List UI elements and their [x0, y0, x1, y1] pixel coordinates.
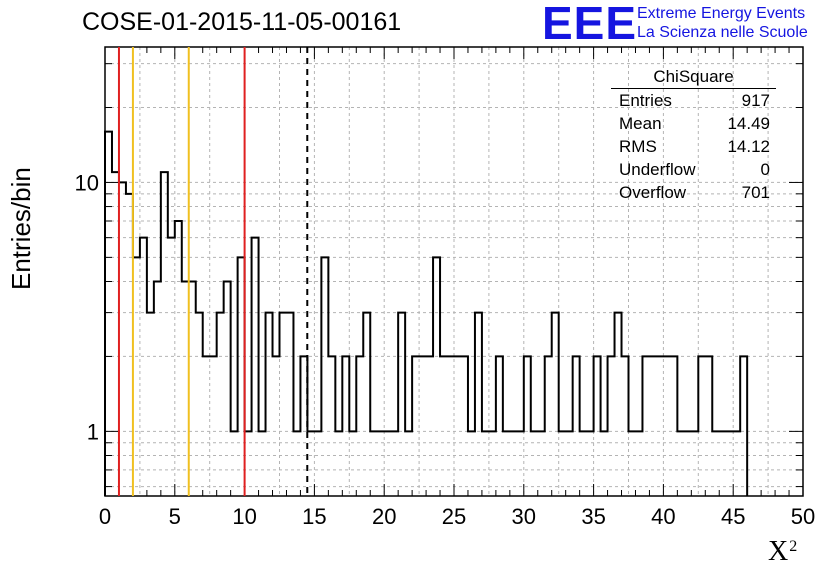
stats-value: 14.49 [727, 114, 770, 133]
stats-box: ChiSquare Entries 917 Mean 14.49 RMS 14.12 … [611, 66, 776, 204]
stats-value: 14.12 [727, 137, 770, 156]
x-tick-label: 35 [581, 504, 605, 529]
logo-line-2: La Scienza nelle Scuole [637, 24, 808, 41]
stats-label: Underflow [619, 160, 696, 179]
stats-label: Overflow [619, 183, 687, 202]
logo-line-1: Extreme Energy Events [637, 5, 806, 22]
stats-label: Entries [619, 91, 672, 110]
x-axis-label-text: X [768, 536, 789, 567]
stats-label: Mean [619, 114, 662, 133]
x-tick-label: 30 [512, 504, 536, 529]
stats-value: 917 [741, 91, 770, 110]
stats-title: ChiSquare [611, 66, 776, 89]
y-tick-label: 10 [75, 170, 99, 195]
x-tick-label: 5 [169, 504, 181, 529]
x-tick-label: 45 [721, 504, 745, 529]
stats-row-mean: Mean 14.49 [611, 112, 776, 135]
eee-logo: EEE [542, 0, 638, 49]
x-tick-label: 10 [232, 504, 256, 529]
x-axis-label-superscript: 2 [789, 538, 798, 555]
stats-row-underflow: Underflow 0 [611, 158, 776, 181]
x-tick-label: 50 [791, 504, 815, 529]
stats-row-overflow: Overflow 701 [611, 181, 776, 204]
stats-row-entries: Entries 917 [611, 89, 776, 112]
x-tick-label: 15 [302, 504, 326, 529]
stats-value: 0 [760, 160, 770, 179]
chart-title: COSE-01-2015-11-05-00161 [82, 8, 402, 36]
y-axis-label: Entries/bin [6, 167, 36, 290]
stats-row-rms: RMS 14.12 [611, 135, 776, 158]
stats-value: 701 [741, 183, 770, 202]
stats-label: RMS [619, 137, 657, 156]
histogram-line [104, 130, 749, 496]
x-tick-label: 20 [372, 504, 396, 529]
x-tick-label: 25 [442, 504, 466, 529]
x-tick-label: 40 [651, 504, 675, 529]
y-tick-label: 1 [87, 419, 99, 444]
x-tick-label: 0 [99, 504, 111, 529]
x-axis-label: X2 [768, 536, 797, 568]
